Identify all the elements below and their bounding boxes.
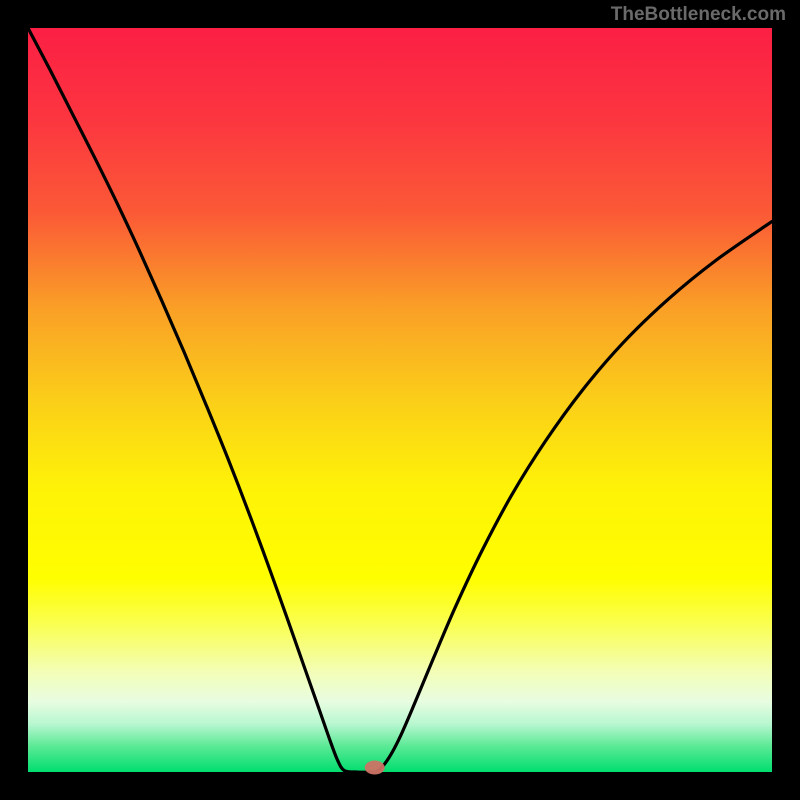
watermark-text: TheBottleneck.com [611,4,786,26]
bottleneck-chart [0,0,800,800]
chart-plot-area [28,28,772,772]
optimal-point-marker [365,761,385,775]
